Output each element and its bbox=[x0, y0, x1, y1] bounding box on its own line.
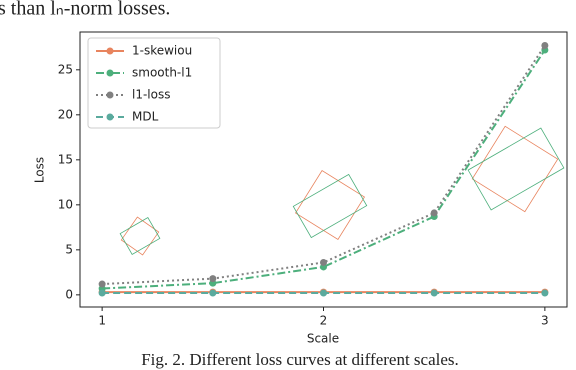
legend-marker bbox=[106, 47, 114, 55]
header-text: s than lₙ-norm losses. bbox=[0, 0, 170, 20]
x-axis-label: Scale bbox=[307, 332, 339, 346]
line bbox=[102, 44, 546, 286]
marker bbox=[541, 289, 549, 297]
marker bbox=[98, 280, 106, 288]
legend-label: smooth-l1 bbox=[132, 66, 192, 80]
marker bbox=[209, 275, 217, 283]
marker bbox=[320, 258, 327, 266]
y-tick-label: 25 bbox=[58, 62, 73, 76]
legend-marker bbox=[106, 69, 114, 77]
legend-label: l1-loss bbox=[132, 88, 170, 102]
marker bbox=[541, 42, 549, 50]
legend-box bbox=[87, 37, 221, 129]
box-illustrations bbox=[119, 125, 565, 256]
marker bbox=[430, 209, 438, 217]
x-tick-label: 2 bbox=[320, 314, 328, 328]
marker bbox=[209, 289, 217, 297]
y-tick-label: 10 bbox=[58, 197, 73, 211]
y-tick-label: 15 bbox=[58, 152, 73, 166]
y-tick-label: 5 bbox=[65, 242, 73, 256]
y-axis-label: Loss bbox=[33, 157, 47, 183]
legend-marker bbox=[106, 113, 114, 121]
x-tick-label: 1 bbox=[98, 314, 106, 328]
marker bbox=[320, 289, 327, 297]
x-tick-label: 3 bbox=[541, 314, 549, 328]
marker bbox=[98, 289, 106, 297]
caption: Fig. 2. Different loss curves at differe… bbox=[141, 350, 459, 369]
legend-marker bbox=[106, 91, 114, 99]
legend-label: MDL bbox=[132, 110, 159, 124]
y-tick-label: 20 bbox=[58, 107, 73, 121]
legend-label: 1-skewiou bbox=[132, 44, 192, 58]
marker bbox=[430, 289, 438, 297]
y-tick-label: 0 bbox=[65, 287, 73, 301]
